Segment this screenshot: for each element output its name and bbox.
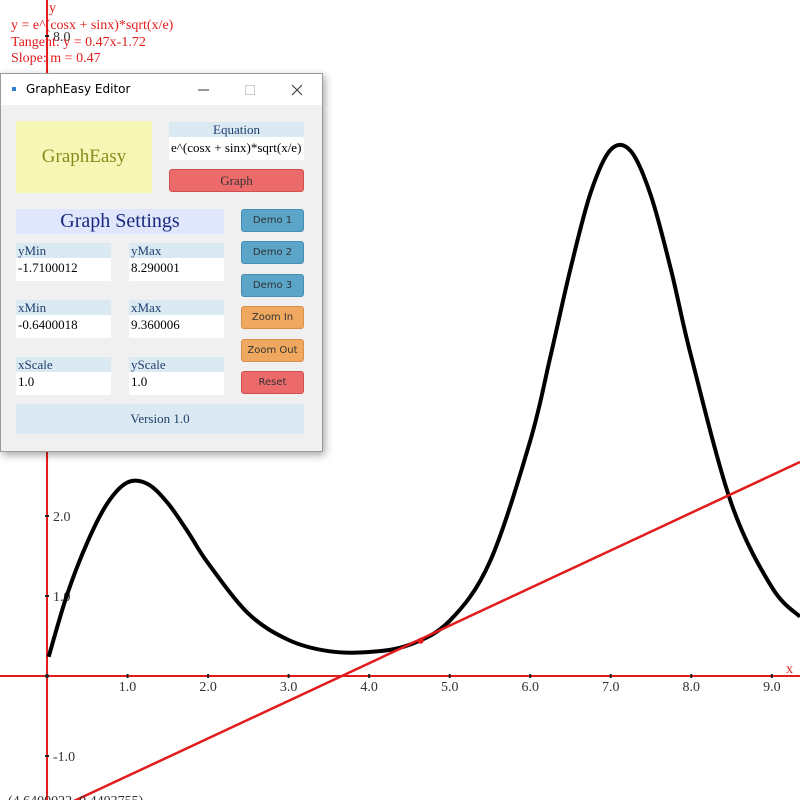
app-icon <box>12 87 16 91</box>
field-input[interactable]: -0.6400018 <box>16 315 111 338</box>
tangent-annotation: Tangent: y = 0.47x-1.72 <box>11 35 146 50</box>
x-tick-label: 3.0 <box>280 680 298 695</box>
y-tick-label: -1.0 <box>53 750 75 765</box>
field-label: yMax <box>129 243 224 258</box>
equation-label: Equation <box>169 122 304 137</box>
equation-annotation: y = e^(cosx + sinx)*sqrt(x/e) <box>11 18 174 33</box>
button[interactable]: Demo 1 <box>241 209 304 232</box>
x-tick-label: 8.0 <box>683 680 701 695</box>
button[interactable]: Reset <box>241 371 304 394</box>
field-label: yMin <box>16 243 111 258</box>
x-tick-label: 1.0 <box>119 680 137 695</box>
x-tick-label: 6.0 <box>521 680 539 695</box>
field-input[interactable]: 8.290001 <box>129 258 224 281</box>
point-label: (4.6400022, 0.4403755) <box>8 794 144 800</box>
slope-annotation: Slope: m = 0.47 <box>11 51 101 66</box>
version: Version 1.0 <box>16 404 304 434</box>
button[interactable]: Zoom In <box>241 306 304 330</box>
field-input[interactable]: 1.0 <box>129 372 224 395</box>
title-bar: GraphEasy Editor <box>1 74 322 105</box>
x-tick-label: 4.0 <box>360 680 378 695</box>
field-label: xMax <box>129 300 224 315</box>
field-label: xMin <box>16 300 111 315</box>
x-tick-label: 2.0 <box>199 680 217 695</box>
field-label: xScale <box>16 357 111 372</box>
editor-window: GraphEasy Editor GraphEasy Equation e^(c… <box>0 73 323 452</box>
logo: GraphEasy <box>16 121 152 193</box>
tangent-line <box>73 460 800 800</box>
button[interactable]: Demo 3 <box>241 273 304 297</box>
x-tick-label: 7.0 <box>602 680 620 695</box>
tangent-point <box>417 637 424 644</box>
x-tick-label: 5.0 <box>441 680 459 695</box>
origin <box>45 674 50 678</box>
x-axis-label: x <box>786 662 793 677</box>
y-tick-label: 8.0 <box>53 30 70 45</box>
button[interactable]: Zoom Out <box>241 338 304 362</box>
graph-button[interactable]: Graph <box>169 169 304 192</box>
y-axis-label: y <box>49 1 56 16</box>
window-controls[interactable] <box>196 84 306 96</box>
y-tick-label: 2.0 <box>53 510 70 525</box>
curve <box>46 142 800 658</box>
window-title: GraphEasy Editor <box>26 82 131 96</box>
x-tick-label: 9.0 <box>763 680 781 695</box>
equation-input[interactable]: e^(cosx + sinx)*sqrt(x/e) <box>169 137 304 160</box>
field-input[interactable]: -1.7100012 <box>16 258 111 281</box>
field-input[interactable]: 1.0 <box>16 372 111 395</box>
settings-title: Graph Settings <box>16 209 224 234</box>
button[interactable]: Demo 2 <box>241 241 304 265</box>
field-input[interactable]: 9.360006 <box>129 315 224 338</box>
field-label: yScale <box>129 357 224 372</box>
